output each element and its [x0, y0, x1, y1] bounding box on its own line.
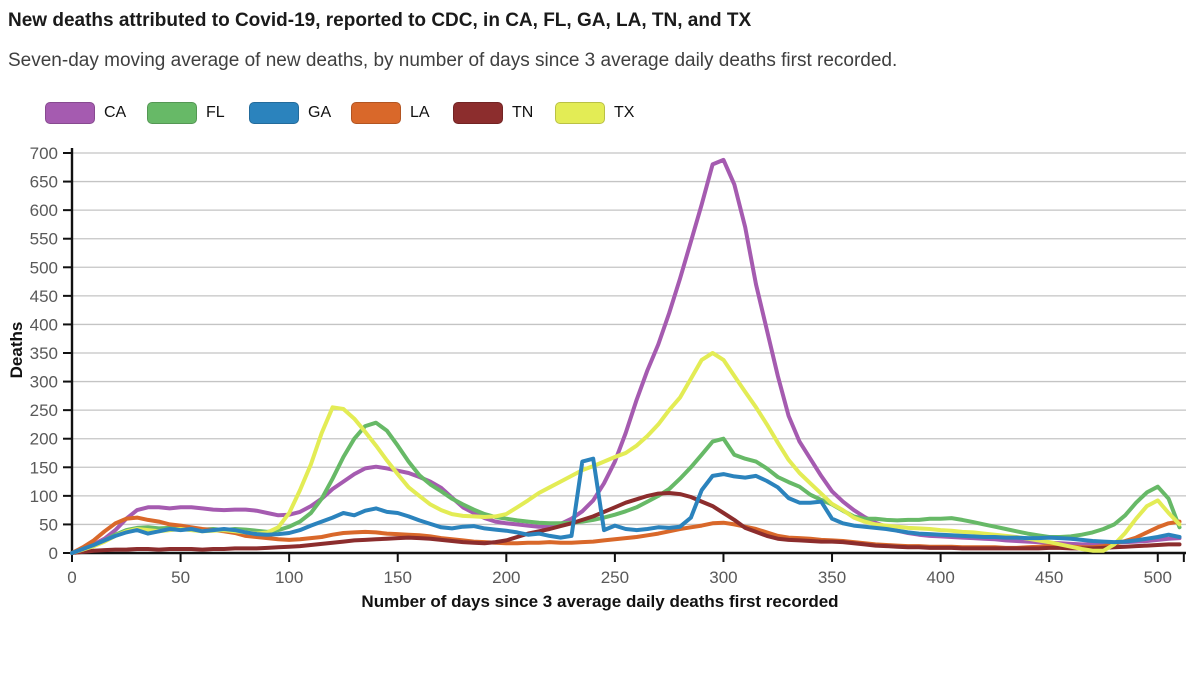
- legend-label-FL: FL: [206, 104, 225, 121]
- y-tick-label-600: 600: [30, 201, 58, 220]
- x-axis-title: Number of days since 3 average daily dea…: [361, 592, 839, 611]
- chart-title: New deaths attributed to Covid-19, repor…: [8, 10, 752, 31]
- x-tick-label-350: 350: [818, 568, 846, 587]
- x-tick-label-50: 50: [171, 568, 190, 587]
- x-tick-label-400: 400: [926, 568, 954, 587]
- y-tick-label-550: 550: [30, 230, 58, 249]
- legend-swatch-TX: [555, 102, 605, 124]
- series-line-FL: [70, 420, 1182, 555]
- legend-swatch-TN: [453, 102, 503, 124]
- x-tick-label-200: 200: [492, 568, 520, 587]
- legend-item-FL: FL: [147, 102, 231, 124]
- y-tick-label-400: 400: [30, 315, 58, 334]
- chart-subtitle: Seven-day moving average of new deaths, …: [8, 50, 898, 71]
- y-tick-label-450: 450: [30, 287, 58, 306]
- x-tick-label-0: 0: [67, 568, 76, 587]
- legend-item-GA: GA: [249, 102, 333, 124]
- series-line-GA: [70, 456, 1182, 555]
- legend-item-LA: LA: [351, 102, 435, 124]
- y-tick-label-150: 150: [30, 458, 58, 477]
- x-tick-label-450: 450: [1035, 568, 1063, 587]
- y-tick-label-250: 250: [30, 401, 58, 420]
- y-tick-label-0: 0: [49, 544, 58, 563]
- y-tick-label-700: 700: [30, 144, 58, 163]
- legend-swatch-FL: [147, 102, 197, 124]
- y-tick-label-350: 350: [30, 344, 58, 363]
- y-axis-title: Deaths: [7, 321, 26, 379]
- legend-label-GA: GA: [308, 104, 332, 121]
- x-tick-label-500: 500: [1144, 568, 1172, 587]
- legend-label-TX: TX: [614, 104, 635, 121]
- x-tick-label-150: 150: [384, 568, 412, 587]
- y-tick-label-300: 300: [30, 373, 58, 392]
- legend-swatch-CA: [45, 102, 95, 124]
- y-tick-label-500: 500: [30, 258, 58, 277]
- legend-swatch-GA: [249, 102, 299, 124]
- x-tick-label-300: 300: [709, 568, 737, 587]
- legend-label-TN: TN: [512, 104, 534, 121]
- y-tick-label-50: 50: [39, 515, 58, 534]
- legend-item-CA: CA: [45, 102, 129, 124]
- series-line-TX: [70, 351, 1182, 555]
- legend-label-LA: LA: [410, 104, 430, 121]
- legend-swatch-LA: [351, 102, 401, 124]
- legend-item-TX: TX: [555, 102, 639, 124]
- x-tick-label-100: 100: [275, 568, 303, 587]
- y-tick-label-650: 650: [30, 173, 58, 192]
- series-line-TN: [70, 491, 1182, 555]
- legend-item-TN: TN: [453, 102, 537, 124]
- x-tick-label-250: 250: [601, 568, 629, 587]
- y-tick-label-200: 200: [30, 430, 58, 449]
- y-tick-label-100: 100: [30, 487, 58, 506]
- legend: CA FL GA LA TN TX: [45, 102, 639, 124]
- series-line-CA: [70, 157, 1182, 555]
- legend-label-CA: CA: [104, 104, 127, 121]
